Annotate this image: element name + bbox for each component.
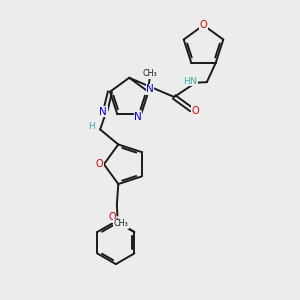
- Text: H: H: [88, 122, 95, 131]
- Text: CH₃: CH₃: [114, 219, 128, 228]
- Text: CH₃: CH₃: [142, 69, 157, 78]
- Text: O: O: [191, 106, 199, 116]
- Text: O: O: [96, 159, 103, 169]
- Text: N: N: [134, 112, 142, 122]
- Text: N: N: [146, 84, 154, 94]
- Text: N: N: [99, 107, 107, 117]
- Text: O: O: [200, 20, 207, 30]
- Text: HN: HN: [184, 77, 197, 86]
- Text: O: O: [108, 212, 116, 222]
